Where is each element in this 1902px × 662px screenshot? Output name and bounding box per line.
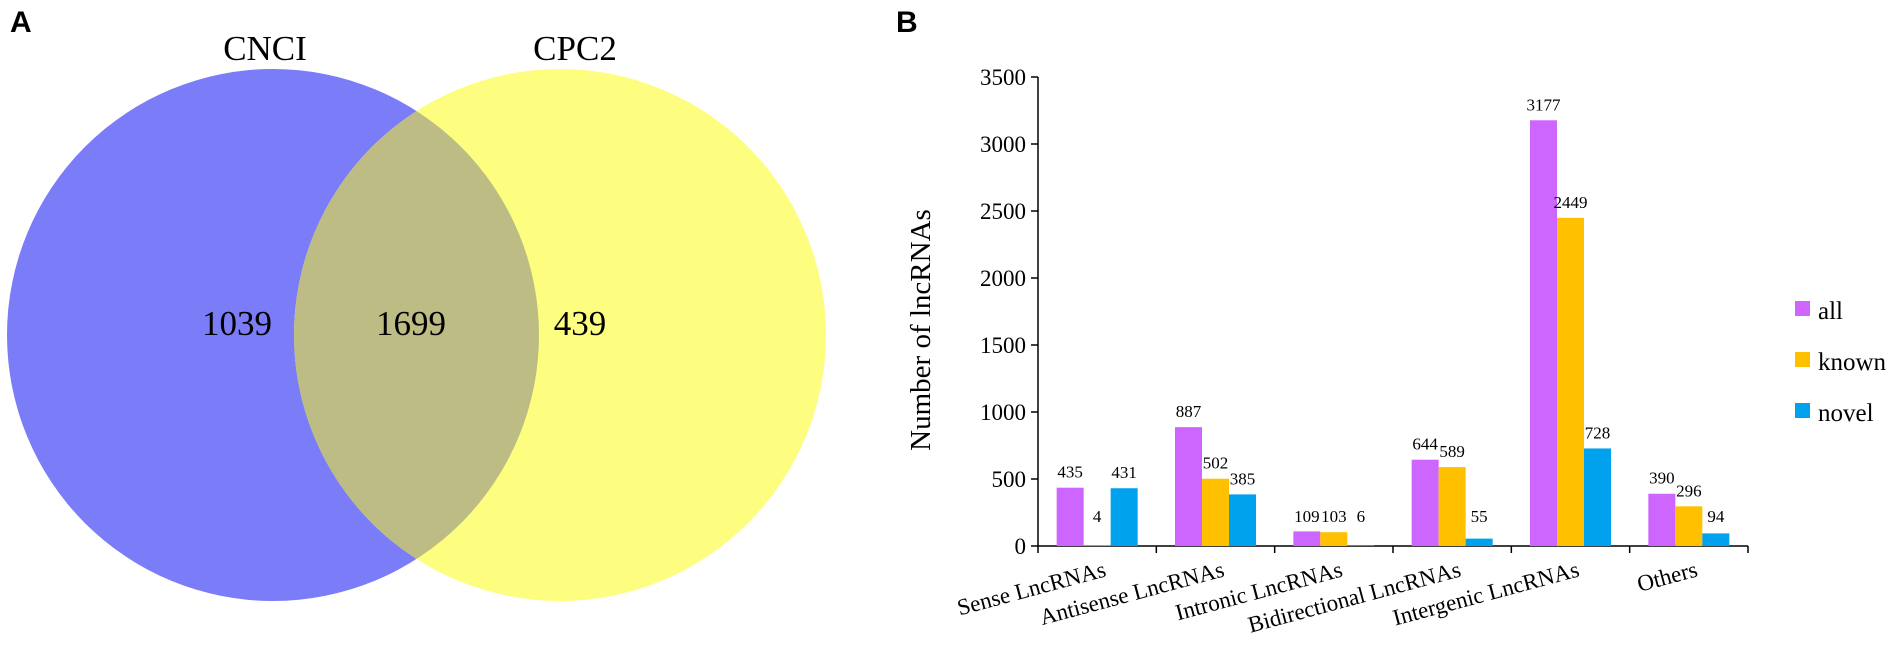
y-axis: 0 500 1000 1500 2000 2500 3000 3500 (980, 65, 1039, 559)
data-label-all-3: 644 (1412, 435, 1438, 454)
bar-chart: Number of lncRNAs 0 500 1000 1500 2000 2500 30… (905, 65, 1887, 638)
data-label-novel-2: 6 (1357, 507, 1366, 526)
data-label-novel-3: 55 (1471, 507, 1488, 526)
bar-all-5 (1648, 493, 1676, 546)
y-tick-label: 1500 (980, 333, 1026, 358)
venn-left-label: CNCI (223, 29, 307, 68)
legend-swatch-novel (1795, 403, 1810, 418)
bar-known-3 (1438, 467, 1466, 546)
data-label-known-4: 2449 (1554, 193, 1588, 212)
bar-all-3 (1411, 459, 1439, 546)
data-labels: 435 887 109 644 3177 390 4 502 103 589 2449 296 431 3… (1057, 95, 1724, 526)
venn-left-count: 1039 (202, 304, 272, 343)
panel-a-letter: A (10, 6, 32, 39)
venn-diagram: CNCI CPC2 1039 1699 439 (7, 29, 826, 601)
bar-series (1056, 120, 1730, 547)
data-label-all-5: 390 (1649, 469, 1675, 488)
venn-overlap-region (294, 69, 539, 601)
y-axis-title: Number of lncRNAs (905, 209, 937, 451)
venn-right-count: 439 (554, 304, 607, 343)
bar-novel-1 (1229, 494, 1256, 546)
bar-novel-2 (1347, 545, 1375, 546)
legend-label-all: all (1818, 298, 1843, 325)
data-label-novel-0: 431 (1111, 463, 1137, 482)
venn-right-label: CPC2 (533, 29, 617, 68)
venn-overlap-count: 1699 (376, 304, 446, 343)
bar-novel-0 (1110, 488, 1138, 546)
legend: all known novel (1795, 298, 1887, 427)
bar-all-1 (1175, 427, 1202, 546)
x-axis (1037, 545, 1749, 553)
panel-b-letter: B (896, 6, 918, 39)
y-tick-label: 2000 (980, 266, 1026, 291)
data-label-novel-1: 385 (1230, 469, 1256, 488)
bar-all-2 (1293, 531, 1321, 546)
bar-novel-3 (1465, 538, 1493, 546)
data-label-known-1: 502 (1203, 454, 1229, 473)
legend-label-known: known (1818, 349, 1887, 376)
legend-label-novel: novel (1818, 400, 1874, 427)
data-label-known-2: 103 (1321, 507, 1347, 526)
bar-novel-5 (1702, 533, 1730, 546)
bar-all-4 (1530, 120, 1557, 547)
data-label-known-0: 4 (1093, 507, 1102, 526)
data-label-all-4: 3177 (1527, 95, 1562, 114)
data-label-known-5: 296 (1676, 481, 1702, 500)
bar-novel-4 (1584, 448, 1611, 546)
bar-known-2 (1320, 532, 1348, 546)
legend-swatch-known (1795, 352, 1810, 367)
y-tick-label: 2500 (980, 199, 1026, 224)
y-tick-label: 500 (992, 467, 1027, 492)
bar-known-4 (1557, 217, 1584, 547)
legend-swatch-all (1795, 301, 1810, 316)
category-label-5: Others (1634, 557, 1700, 597)
bar-known-0 (1083, 545, 1111, 546)
data-label-novel-5: 94 (1707, 507, 1725, 526)
data-label-all-2: 109 (1294, 507, 1320, 526)
data-label-novel-4: 728 (1585, 423, 1611, 442)
data-label-all-1: 887 (1176, 402, 1202, 421)
y-tick-label: 3500 (980, 65, 1026, 90)
bar-all-0 (1056, 487, 1084, 546)
bar-known-1 (1202, 478, 1229, 546)
y-tick-label: 0 (1015, 534, 1027, 559)
bar-known-5 (1675, 506, 1703, 546)
data-label-known-3: 589 (1439, 442, 1465, 461)
data-label-all-0: 435 (1057, 463, 1083, 482)
y-tick-label: 1000 (980, 400, 1026, 425)
y-tick-label: 3000 (980, 132, 1026, 157)
